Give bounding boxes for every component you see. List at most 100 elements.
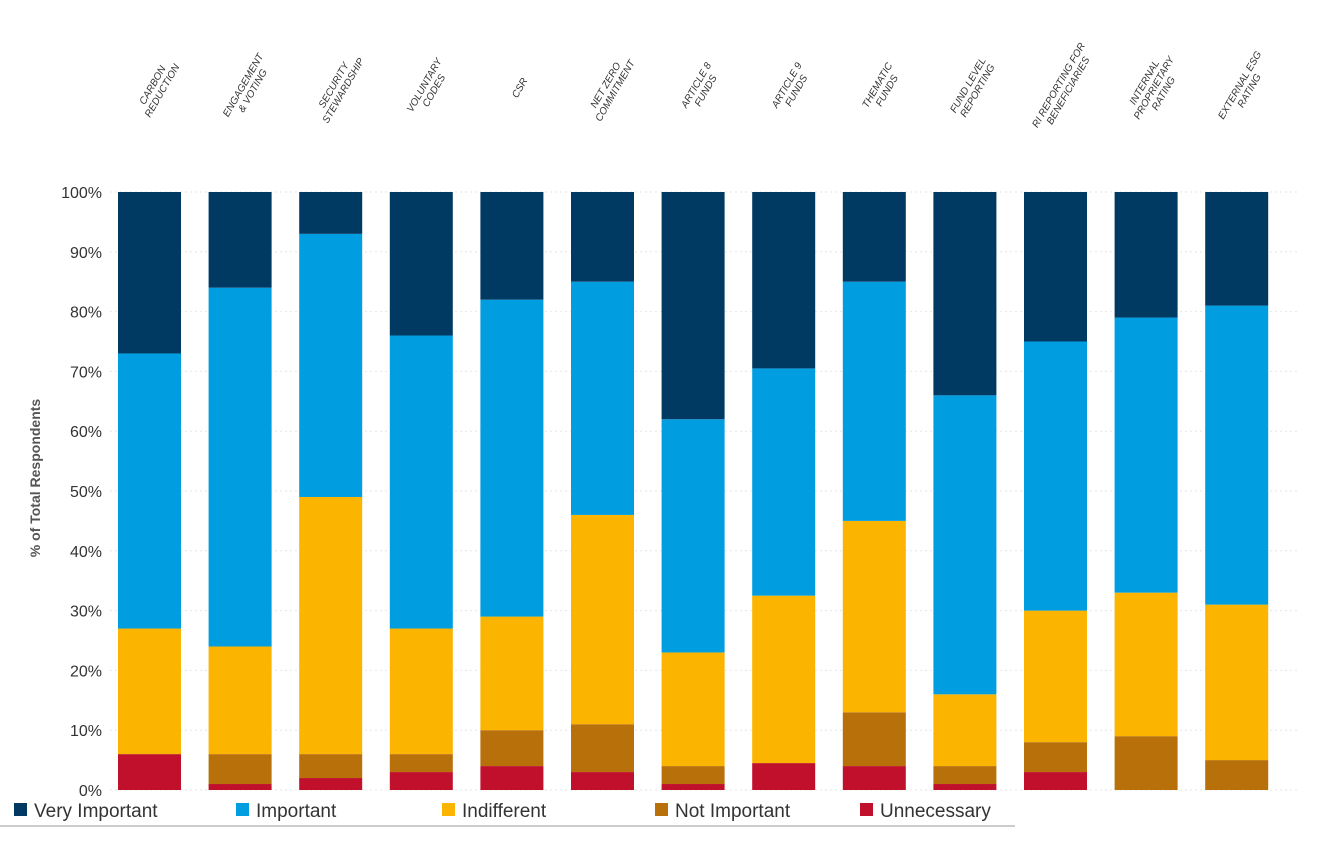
bar-segment-not-important bbox=[1024, 742, 1087, 773]
y-tick-label: 10% bbox=[70, 723, 102, 740]
bar-segment-important bbox=[1114, 317, 1178, 593]
category-label: CSR bbox=[510, 76, 530, 100]
bar-segment-important bbox=[299, 233, 363, 497]
bar-segment-unnecessary bbox=[661, 784, 725, 790]
bar-segment-unnecessary bbox=[842, 766, 906, 790]
category-label-line: CSR bbox=[510, 76, 530, 100]
bar-segment-very-important bbox=[1114, 192, 1178, 318]
y-tick-label: 50% bbox=[70, 484, 102, 501]
legend-swatch bbox=[860, 803, 873, 816]
bar-segment-indifferent bbox=[299, 496, 363, 755]
bar-segment-not-important bbox=[933, 766, 997, 785]
bar-segment-not-important bbox=[299, 754, 363, 779]
bar-segment-important bbox=[1024, 341, 1087, 611]
bar-segment-indifferent bbox=[208, 646, 272, 755]
bar-segment-not-important bbox=[571, 724, 634, 773]
bar-segment-very-important bbox=[661, 192, 725, 420]
bar-segment-important bbox=[752, 368, 816, 596]
bar-segment-very-important bbox=[842, 192, 906, 282]
y-tick-label: 30% bbox=[70, 604, 102, 621]
bar-segment-not-important bbox=[480, 730, 544, 767]
bar-segment-indifferent bbox=[752, 595, 816, 764]
bar-segment-important bbox=[1205, 305, 1269, 605]
bar-segment-unnecessary bbox=[933, 784, 997, 790]
y-tick-label: 20% bbox=[70, 663, 102, 680]
bar-segment-important bbox=[480, 299, 544, 617]
legend-label: Important bbox=[256, 801, 337, 822]
y-tick-label: 90% bbox=[70, 245, 102, 262]
bar-segment-indifferent bbox=[1114, 592, 1178, 737]
y-tick-label: 70% bbox=[70, 364, 102, 381]
bar-segment-important bbox=[571, 281, 634, 515]
bar-segment-not-important bbox=[842, 712, 906, 767]
bar-segment-unnecessary bbox=[118, 754, 181, 790]
bar-segment-unnecessary bbox=[571, 772, 634, 790]
bar-segment-unnecessary bbox=[752, 763, 816, 790]
bar-segment-not-important bbox=[1205, 760, 1269, 790]
y-tick-label: 60% bbox=[70, 424, 102, 441]
bar-segment-very-important bbox=[389, 192, 453, 336]
bar-segment-very-important bbox=[1205, 192, 1269, 306]
bar-segment-very-important bbox=[299, 192, 363, 234]
legend: Very Important Important Indifferent Not Im… bbox=[14, 801, 991, 822]
bar-segment-indifferent bbox=[661, 652, 725, 767]
bar-segment-very-important bbox=[208, 192, 272, 288]
legend-swatch bbox=[236, 803, 249, 816]
bar-segment-very-important bbox=[571, 192, 634, 282]
bar-segment-not-important bbox=[208, 754, 272, 785]
bar-segment-indifferent bbox=[480, 616, 544, 731]
bar-segment-important bbox=[208, 287, 272, 647]
bar-segment-not-important bbox=[389, 754, 453, 773]
bar-segment-important bbox=[118, 353, 181, 629]
bar-segment-not-important bbox=[1114, 736, 1178, 790]
bar-segment-important bbox=[933, 395, 997, 695]
legend-label: Unnecessary bbox=[880, 801, 991, 822]
y-axis-ticks: 0% 10% 20% 30% 40% 50% 60% 70% 80% 90% 100% bbox=[61, 185, 102, 800]
legend-label: Not Important bbox=[675, 801, 791, 822]
bar-segment-indifferent bbox=[571, 514, 634, 725]
bar-segment-indifferent bbox=[1205, 604, 1269, 761]
bar-segment-unnecessary bbox=[208, 784, 272, 790]
bar-segment-very-important bbox=[118, 192, 181, 354]
bar-segment-important bbox=[389, 335, 453, 629]
bar-segment-important bbox=[842, 281, 906, 521]
legend-label: Very Important bbox=[34, 801, 158, 822]
bar-segment-very-important bbox=[1024, 192, 1087, 342]
bar-segment-indifferent bbox=[933, 694, 997, 767]
bar-segment-unnecessary bbox=[1024, 772, 1087, 790]
legend-swatch bbox=[655, 803, 668, 816]
bar-segment-very-important bbox=[480, 192, 544, 300]
bar-segment-very-important bbox=[933, 192, 997, 396]
bar-segment-unnecessary bbox=[299, 778, 363, 790]
y-axis-title: % of Total Respondents bbox=[27, 399, 43, 558]
legend-label: Indifferent bbox=[462, 801, 547, 822]
y-tick-label: 0% bbox=[79, 783, 102, 800]
bar-segment-indifferent bbox=[1024, 610, 1087, 743]
y-tick-label: 80% bbox=[70, 305, 102, 322]
bar-segment-indifferent bbox=[118, 628, 181, 755]
y-tick-label: 40% bbox=[70, 544, 102, 561]
legend-swatch bbox=[14, 803, 27, 816]
bar-segment-important bbox=[661, 419, 725, 653]
bar-segment-unnecessary bbox=[480, 766, 544, 790]
y-tick-label: 100% bbox=[61, 185, 102, 202]
bar-segment-not-important bbox=[661, 766, 725, 785]
bar-segment-indifferent bbox=[389, 628, 453, 755]
legend-swatch bbox=[442, 803, 455, 816]
bars bbox=[118, 192, 1269, 790]
bar-segment-indifferent bbox=[842, 520, 906, 713]
